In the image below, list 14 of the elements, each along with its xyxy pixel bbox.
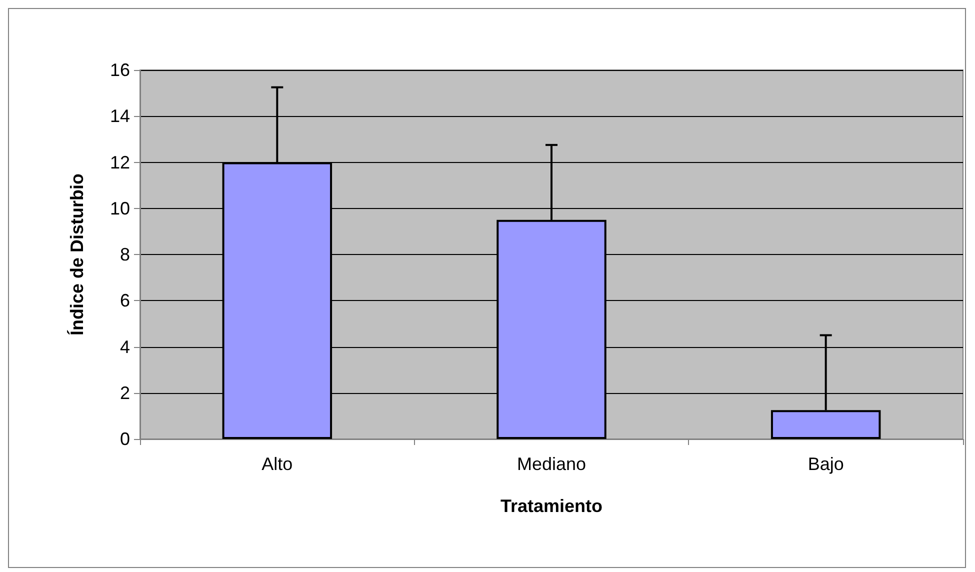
y-tick-label: 8 <box>120 244 130 264</box>
y-tick-label: 0 <box>120 429 130 449</box>
x-tick-label: Alto <box>262 454 293 474</box>
y-tick-label: 4 <box>120 336 130 357</box>
y-tick-label: 14 <box>110 106 130 126</box>
y-tick-label: 6 <box>120 290 130 311</box>
y-tick-label: 2 <box>120 382 130 403</box>
y-tick-label: 12 <box>110 152 130 172</box>
x-tick-label: Mediano <box>516 454 586 474</box>
y-tick-label: 16 <box>110 60 130 80</box>
x-tick-label: Bajo <box>808 454 844 474</box>
x-axis-title: Tratamiento <box>500 496 603 516</box>
y-axis-title: Índice de Disturbio <box>67 173 87 336</box>
y-tick-label: 10 <box>110 198 130 218</box>
